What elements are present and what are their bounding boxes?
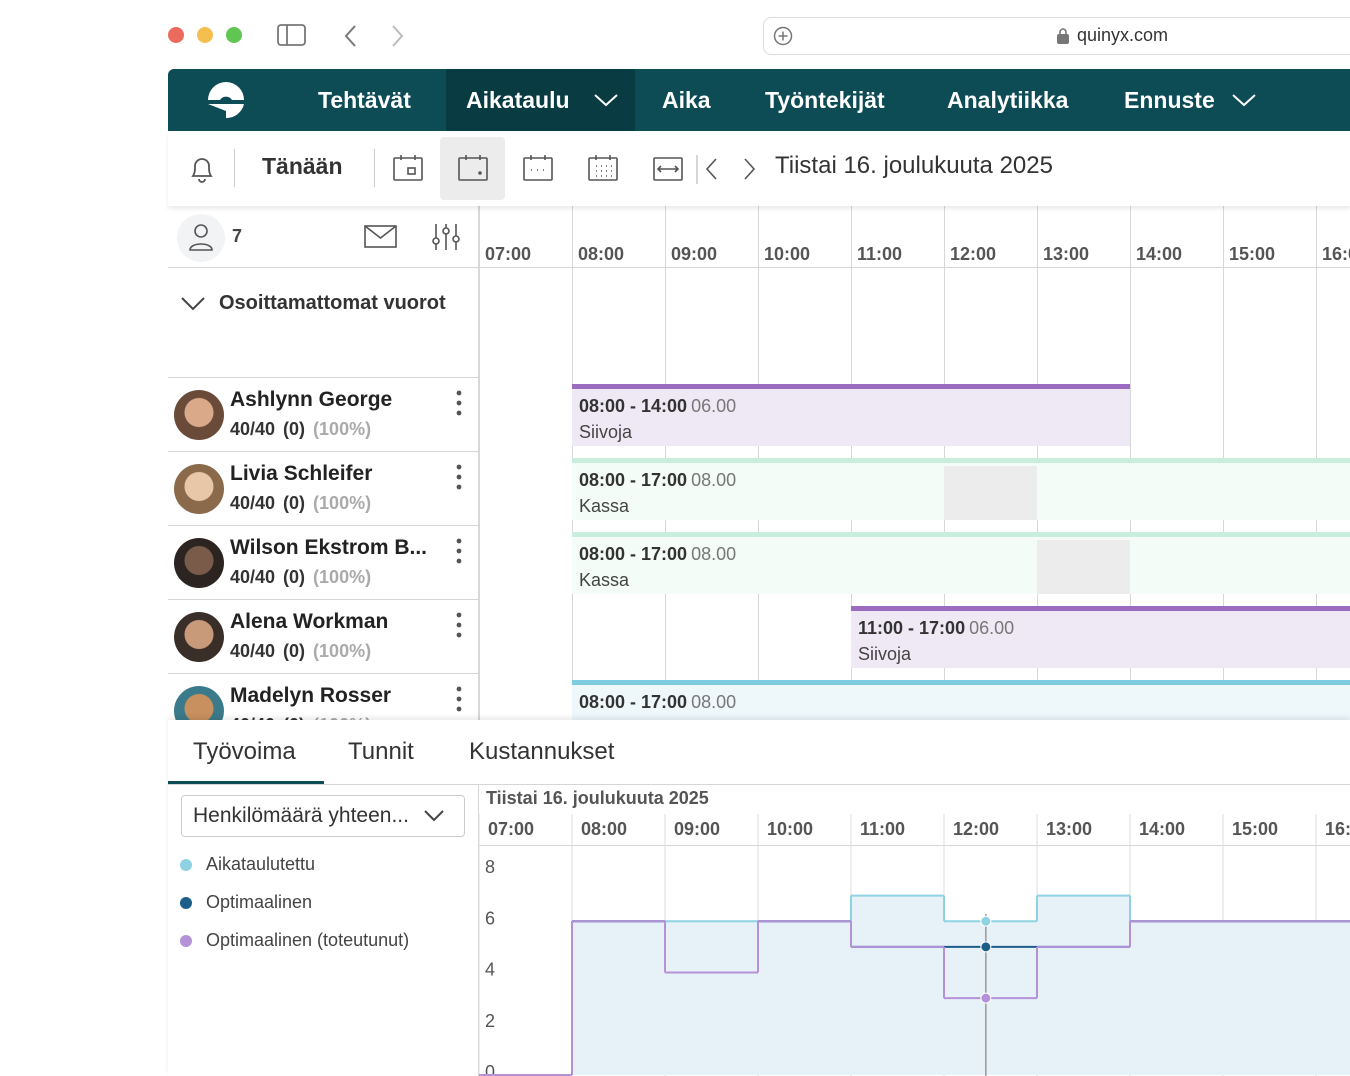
nav-active-bg xyxy=(446,69,635,131)
nav-item[interactable]: Aikataulu xyxy=(466,87,570,113)
tab-border xyxy=(168,784,1350,785)
active-view-bg xyxy=(440,137,505,200)
people-button[interactable] xyxy=(177,214,225,262)
date-label: Tiistai 16. joulukuuta 2025 xyxy=(775,152,1053,179)
nav-item[interactable]: Työntekijät xyxy=(765,87,885,113)
x-tick-label: 14:00 xyxy=(1139,819,1185,839)
lock-icon xyxy=(1057,28,1069,44)
history-arrows[interactable] xyxy=(340,23,410,49)
zoom-dot[interactable] xyxy=(226,27,242,43)
panel-divider xyxy=(478,206,479,720)
url-bar[interactable]: quinyx.com xyxy=(763,17,1350,55)
today-button[interactable]: Tänään xyxy=(262,153,343,179)
y-tick-label: 2 xyxy=(485,1011,495,1031)
nav-item[interactable]: Ennuste xyxy=(1124,87,1215,113)
legend-item: Aikataulutettu xyxy=(178,852,478,878)
x-tick-label: 16:00 xyxy=(1325,819,1350,839)
nav-item[interactable]: Aika xyxy=(662,87,711,113)
area-step xyxy=(572,921,665,1075)
filter-icon[interactable] xyxy=(430,222,462,252)
dropdown[interactable]: Henkilömäärä yhteen... xyxy=(181,795,465,837)
y-tick-label: 6 xyxy=(485,908,495,928)
legend-label: Optimaalinen xyxy=(206,892,313,912)
unassigned-group[interactable]: Osoittamattomat vuorot xyxy=(219,292,446,314)
tab-underline xyxy=(168,781,324,784)
area-step xyxy=(1316,921,1350,1075)
y-tick-label: 0 xyxy=(485,1062,495,1076)
x-tick-label: 08:00 xyxy=(581,819,627,839)
hover-point xyxy=(980,941,992,953)
header-border xyxy=(168,267,1350,268)
close-dot[interactable] xyxy=(168,27,184,43)
chevron-down xyxy=(424,810,444,822)
row-divider xyxy=(168,377,478,378)
nav-item[interactable]: Analytiikka xyxy=(947,87,1069,113)
area-step xyxy=(758,921,851,1075)
legend-item: Optimaalinen xyxy=(178,890,478,916)
logo[interactable] xyxy=(205,80,247,120)
legend-swatch xyxy=(180,935,192,947)
divider xyxy=(234,149,235,187)
hover-point xyxy=(980,915,992,927)
mail-icon[interactable] xyxy=(363,224,399,250)
dropdown-label: Henkilömäärä yhteen... xyxy=(193,804,409,827)
legend-label: Aikataulutettu xyxy=(206,854,316,874)
x-tick-label: 11:00 xyxy=(860,819,905,839)
chart-title: Tiistai 16. joulukuuta 2025 xyxy=(486,788,709,808)
person-icon xyxy=(189,224,213,251)
area-step xyxy=(1223,921,1316,1075)
legend-swatch xyxy=(180,859,192,871)
tab[interactable]: Kustannukset xyxy=(469,738,615,765)
toolbar: Tänään Tiistai 16. joulukuuta 2025 xyxy=(168,131,1350,206)
area-step xyxy=(665,921,758,1075)
employee-count: 7 xyxy=(232,226,243,246)
bell-icon[interactable] xyxy=(188,153,216,185)
divider xyxy=(374,149,375,187)
view-icons[interactable] xyxy=(392,154,862,184)
y-tick-label: 4 xyxy=(485,960,495,980)
area-step xyxy=(1130,921,1223,1075)
x-tick-label: 13:00 xyxy=(1046,819,1092,839)
x-tick-label: 09:00 xyxy=(674,819,720,839)
x-tick-label: 15:00 xyxy=(1232,819,1278,839)
legend: Aikataulutettu Optimaalinen Optimaalinen (… xyxy=(178,852,478,972)
hover-point xyxy=(980,992,992,1004)
new-tab-icon xyxy=(773,26,793,46)
chevron-down xyxy=(1232,94,1256,107)
tab[interactable]: Työvoima xyxy=(193,738,296,765)
chart-header-border xyxy=(479,845,1350,846)
legend-swatch xyxy=(180,897,192,909)
legend-label: Optimaalinen (toteutunut) xyxy=(206,930,410,950)
x-tick-label: 07:00 xyxy=(488,819,534,839)
url-text: quinyx.com xyxy=(1077,25,1169,45)
x-tick-label: 10:00 xyxy=(767,819,813,839)
legend-item: Optimaalinen (toteutunut) xyxy=(178,928,478,954)
sidebar-icon[interactable] xyxy=(276,23,308,47)
nav-bar xyxy=(168,69,1350,131)
chevron-down xyxy=(181,297,205,311)
area-step xyxy=(851,895,944,1075)
x-tick-label: 12:00 xyxy=(953,819,999,839)
chevron-down xyxy=(594,94,618,107)
nav-item[interactable]: Tehtävät xyxy=(318,87,411,113)
area-step xyxy=(1037,895,1130,1075)
minimize-dot[interactable] xyxy=(197,27,213,43)
tab[interactable]: Tunnit xyxy=(348,738,414,765)
y-tick-label: 8 xyxy=(485,857,495,877)
